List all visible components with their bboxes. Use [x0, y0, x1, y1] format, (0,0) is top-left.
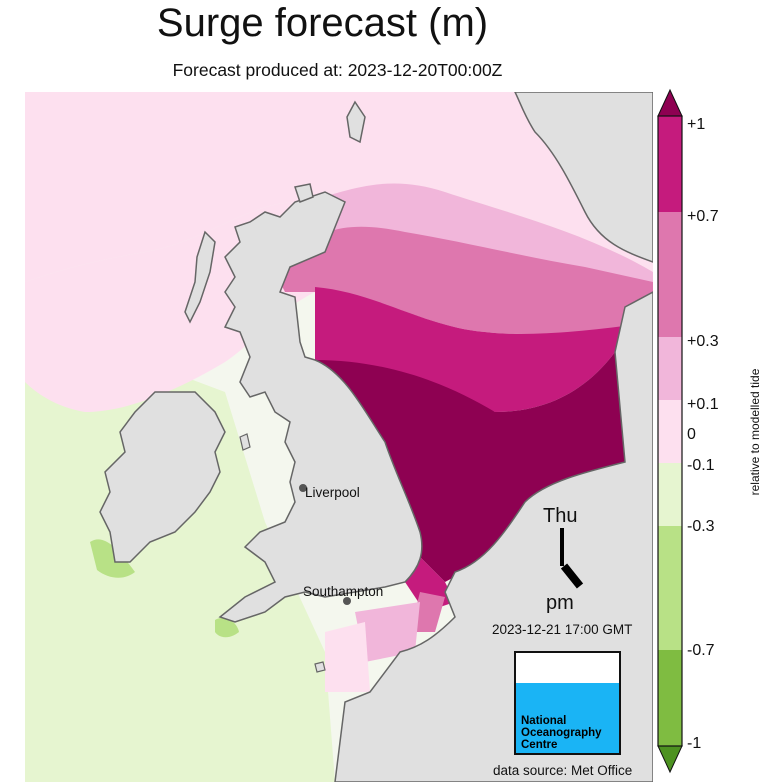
colorbar-band-minus-0-7-to-minus-0-3 — [658, 526, 682, 650]
colorbar-band-0-to-0-1 — [658, 400, 682, 463]
surge-map[interactable] — [25, 92, 653, 782]
city-label-liverpool: Liverpool — [305, 485, 360, 500]
colorbar-tick: +0.1 — [687, 396, 719, 413]
southampton-marker — [343, 597, 351, 605]
surge-area-over-1 — [315, 352, 625, 582]
valid-period: pm — [546, 592, 574, 614]
logo-line-1: National — [521, 715, 567, 727]
colorbar-band-minus-0-3-to-minus-0-1 — [658, 463, 682, 526]
colorbar-over-triangle — [657, 88, 683, 117]
colorbar-tick: 0 — [687, 426, 696, 443]
colorbar-band-minus-1-to-minus-0-7 — [658, 650, 682, 746]
surge-area-minus-0-3-mayo — [90, 539, 135, 578]
colorbar-label: relative to modelled tide — [748, 368, 762, 496]
surge-area-0-3-to-0-7-channel — [410, 592, 445, 632]
surge-area-0-1-to-0-3 — [305, 183, 653, 302]
surge-area-0-7-to-1 — [315, 287, 653, 412]
colorbar-band-0-1-to-0-3 — [658, 337, 682, 400]
surge-map-canvas — [25, 92, 653, 782]
colorbar — [657, 88, 683, 774]
land-isle-of-man — [239, 433, 251, 451]
colorbar-tick: -0.1 — [687, 457, 715, 474]
noc-logo: National Oceanography Centre — [514, 651, 621, 755]
surge-area-0-to-0-1-channel — [325, 622, 370, 692]
colorbar-band-0-3-to-0-7 — [658, 212, 682, 337]
colorbar-under-triangle — [657, 745, 683, 774]
valid-timestamp: 2023-12-21 17:00 GMT — [492, 622, 633, 637]
land-shetland — [346, 100, 366, 144]
logo-line-3: Centre — [521, 739, 558, 751]
city-label-southampton: Southampton — [303, 584, 384, 599]
colorbar-tick: +0.3 — [687, 333, 719, 350]
colorbar-tick: -0.7 — [687, 642, 715, 659]
land-channel-islands — [314, 661, 326, 673]
logo-top-band — [516, 653, 619, 683]
colorbar-band-0-7-to-1 — [658, 116, 682, 212]
surge-area-minus-0-3-cornwall — [215, 617, 239, 638]
valid-day: Thu — [543, 505, 578, 527]
colorbar-tick: +0.7 — [687, 208, 719, 225]
data-source: data source: Met Office — [493, 763, 633, 778]
surge-area-0-1-to-0-3-channel — [355, 602, 420, 662]
logo-line-2: Oceanography — [521, 727, 602, 739]
colorbar-tick: -0.3 — [687, 518, 715, 535]
surge-area-0-to-0-1 — [25, 92, 653, 282]
land-ireland — [99, 391, 226, 563]
colorbar-tick: +1 — [687, 116, 706, 133]
surge-area-minus-0-1 — [25, 377, 335, 782]
logo-name: National Oceanography Centre — [521, 715, 602, 751]
land-great-britain — [218, 191, 423, 623]
clock-hand-icon — [560, 528, 584, 589]
land-scandinavia — [514, 92, 653, 263]
forecast-produced-at: Forecast produced at: 2023-12-20T00:00Z — [172, 60, 503, 80]
colorbar-tick: -1 — [687, 735, 702, 752]
land-orkney — [294, 183, 314, 203]
surge-area-0-3-to-0-7 — [275, 226, 653, 335]
land-hebrides — [184, 230, 216, 324]
page-title: Surge forecast (m) — [156, 1, 489, 45]
liverpool-marker — [299, 484, 307, 492]
